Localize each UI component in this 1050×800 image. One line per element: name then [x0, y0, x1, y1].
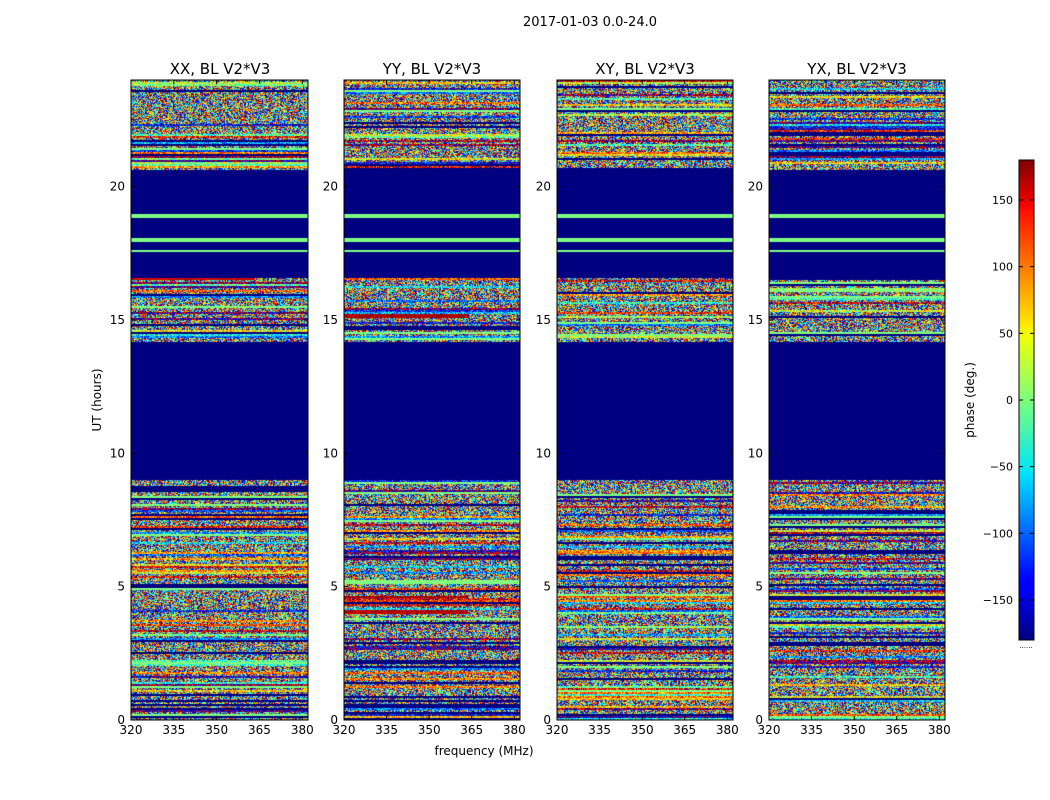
heatmap-image [131, 80, 308, 720]
x-tick-label: 350 [205, 723, 228, 737]
x-tick-label: 320 [546, 723, 569, 737]
x-tick-label: 365 [673, 723, 696, 737]
y-tick-label: 0 [117, 713, 125, 727]
x-tick-label: 365 [248, 723, 271, 737]
x-axis-ticks: 320 335 350 365 380 [333, 80, 526, 737]
colorbar: 150 100 50 0 −50 −100 −150 phase (deg.) ...... [963, 159, 1035, 650]
panel-title: YY, BL V2*V3 [382, 60, 481, 78]
x-tick-label: 335 [588, 723, 611, 737]
colorbar-tick-label: 150 [992, 194, 1013, 207]
panel-title: YX, BL V2*V3 [806, 60, 907, 78]
x-tick-label: 380 [291, 723, 314, 737]
axes-frame [130, 79, 309, 721]
x-tick-label: 380 [928, 723, 951, 737]
x-tick-label: 320 [758, 723, 781, 737]
y-tick-label: 15 [748, 313, 763, 327]
x-tick-label: 335 [800, 723, 823, 737]
panel-yy: YY, BL V2*V3 320 335 350 365 380 0 5 10 15 20 [323, 60, 526, 737]
colorbar-tick-label: 0 [1006, 394, 1013, 407]
x-tick-label: 335 [375, 723, 398, 737]
x-tick-label: 380 [716, 723, 739, 737]
y-tick-label: 5 [117, 580, 125, 594]
axes-frame [768, 79, 946, 721]
x-tick-label: 350 [418, 723, 441, 737]
panel-yx: YX, BL V2*V3 320 335 350 365 380 0 5 10 15 20 [748, 60, 951, 737]
y-axis-label: UT (hours) [90, 368, 104, 431]
x-tick-label: 350 [843, 723, 866, 737]
panel-title: XY, BL V2*V3 [595, 60, 695, 78]
y-tick-label: 20 [536, 180, 551, 194]
colorbar-tick-label: −100 [983, 527, 1013, 540]
figure-suptitle: 2017-01-03 0.0-24.0 [523, 15, 657, 30]
y-tick-label: 20 [323, 180, 338, 194]
heatmap-image [769, 80, 945, 720]
heatmap-image [557, 80, 733, 720]
axes-frame [556, 79, 734, 721]
y-tick-label: 0 [330, 713, 338, 727]
y-tick-label: 0 [543, 713, 551, 727]
x-tick-label: 365 [885, 723, 908, 737]
x-axis-label: frequency (MHz) [434, 744, 533, 758]
x-tick-label: 335 [162, 723, 185, 737]
y-tick-label: 10 [110, 446, 125, 460]
y-tick-label: 5 [543, 580, 551, 594]
x-axis-ticks: 320 335 350 365 380 [120, 80, 314, 737]
colorbar-tick-label: −50 [990, 461, 1013, 474]
colorbar-ticks: 150 100 50 0 −50 −100 −150 [983, 194, 1034, 607]
y-tick-label: 10 [748, 446, 763, 460]
y-tick-label: 10 [536, 446, 551, 460]
y-axis-ticks: 0 5 10 15 20 [323, 180, 520, 727]
y-tick-label: 15 [536, 313, 551, 327]
x-tick-label: 365 [460, 723, 483, 737]
x-tick-label: 320 [333, 723, 356, 737]
y-tick-label: 10 [323, 446, 338, 460]
colorbar-footer: ...... [1019, 642, 1032, 650]
x-tick-label: 380 [503, 723, 526, 737]
colorbar-tick-label: 50 [999, 327, 1013, 340]
y-tick-label: 15 [110, 313, 125, 327]
y-axis-ticks: 0 5 10 15 20 [110, 180, 308, 727]
y-axis-ticks: 0 5 10 15 20 [536, 180, 733, 727]
panel-xy: XY, BL V2*V3 320 335 350 365 380 0 5 10 15 20 [536, 60, 739, 737]
axes-frame [343, 79, 521, 721]
y-tick-label: 15 [323, 313, 338, 327]
x-axis-ticks: 320 335 350 365 380 [546, 80, 739, 737]
colorbar-label: phase (deg.) [963, 362, 977, 438]
y-tick-label: 20 [110, 180, 125, 194]
x-axis-ticks: 320 335 350 365 380 [758, 80, 951, 737]
colorbar-tick-label: 100 [992, 261, 1013, 274]
y-tick-label: 5 [755, 580, 763, 594]
heatmap-image [344, 80, 520, 720]
x-tick-label: 350 [631, 723, 654, 737]
panel-title: XX, BL V2*V3 [170, 60, 271, 78]
colorbar-tick-label: −150 [983, 594, 1013, 607]
panel-xx: XX, BL V2*V3 320 335 350 365 380 0 5 10 15 20 [110, 60, 314, 737]
x-tick-label: 320 [120, 723, 143, 737]
y-tick-label: 20 [748, 180, 763, 194]
y-tick-label: 5 [330, 580, 338, 594]
y-tick-label: 0 [755, 713, 763, 727]
y-axis-ticks: 0 5 10 15 20 [748, 180, 945, 727]
